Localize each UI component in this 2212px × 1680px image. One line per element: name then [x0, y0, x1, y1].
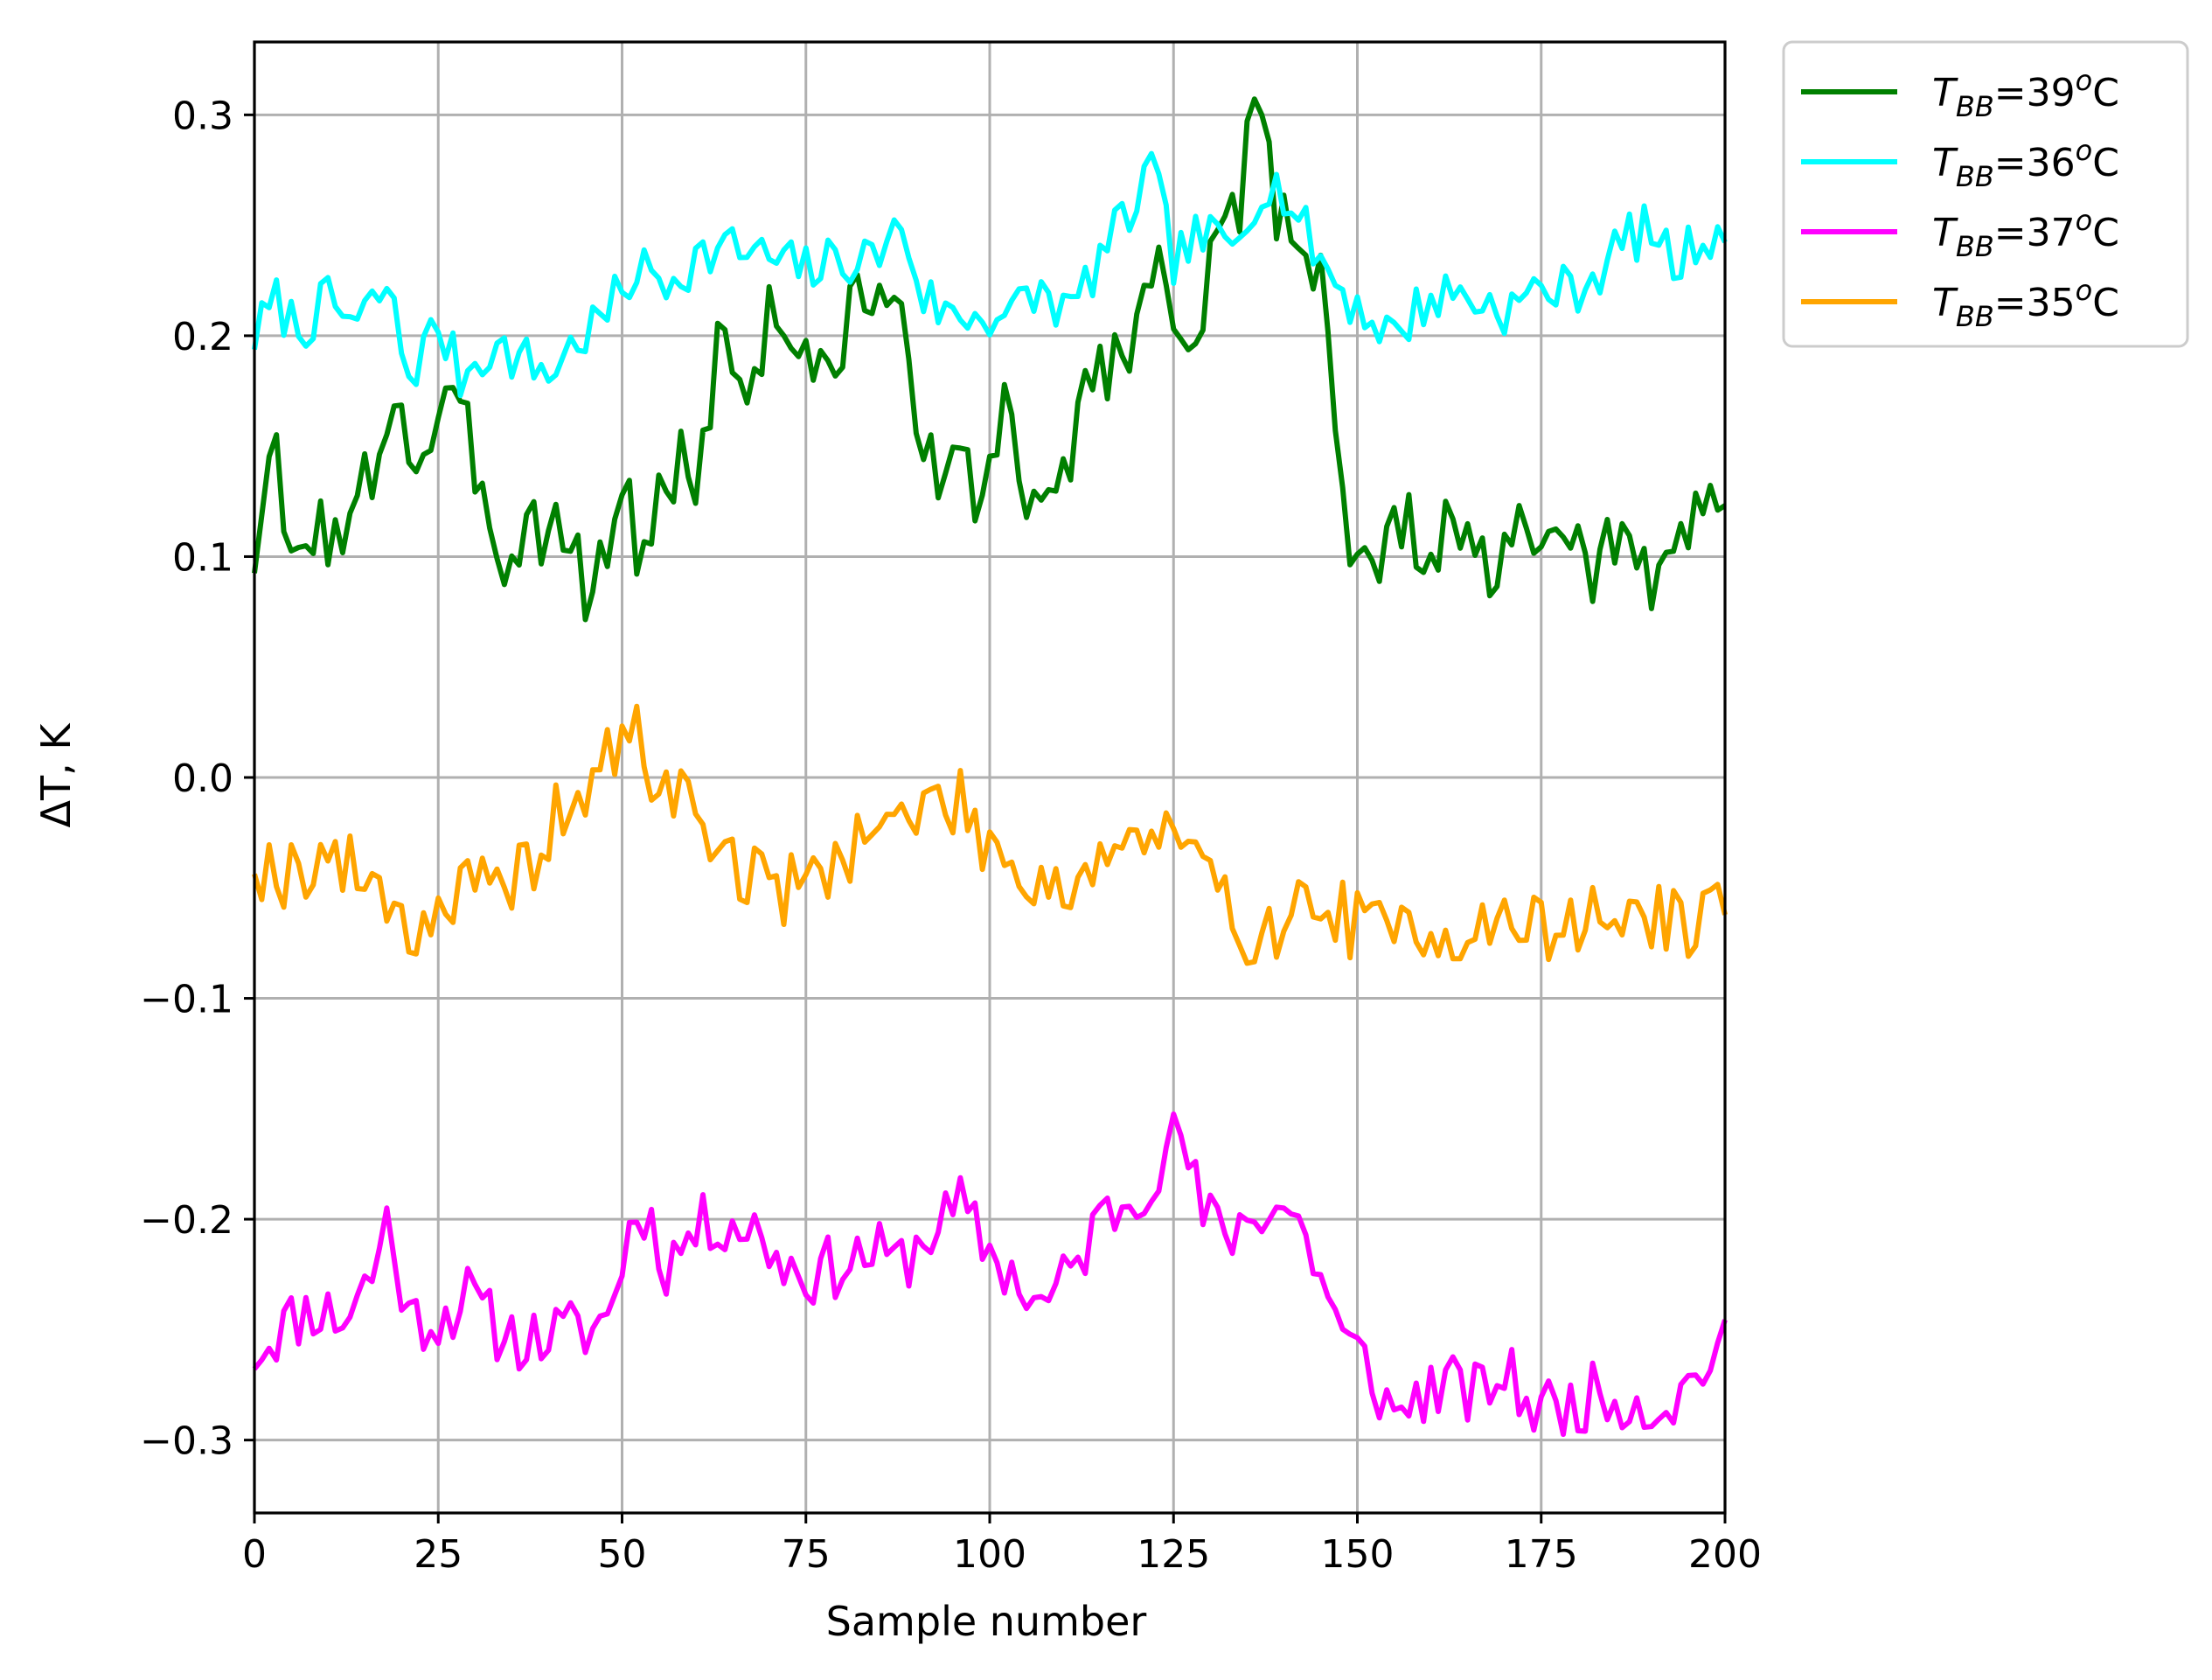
axis-ticks: 0 25 50 75 100 125 150 175 200 −0.3 −0.2 −0.1 0.0 0.1…: [140, 94, 1762, 1577]
y-axis-label: ΔT, K: [32, 722, 80, 828]
x-tick-label: 100: [953, 1532, 1026, 1577]
y-tick-label: 0.0: [172, 756, 233, 801]
legend-box: [1782, 40, 2189, 348]
legend-label-part: C: [2092, 141, 2119, 185]
x-tick-label: 75: [782, 1532, 831, 1577]
y-tick-label: 0.1: [172, 535, 233, 580]
y-tick-label: 0.2: [172, 315, 233, 359]
legend-label-part: BB: [1956, 230, 1994, 263]
y-tick-label: −0.1: [140, 978, 233, 1022]
legend-label-part: C: [2092, 71, 2119, 115]
legend-label-part: C: [2092, 281, 2119, 325]
y-tick-label: −0.2: [140, 1198, 233, 1243]
legend-label-part: C: [2092, 211, 2119, 255]
x-tick-label: 150: [1321, 1532, 1395, 1577]
legend-entry-label: TBB=36oC: [1932, 134, 2119, 193]
legend-entry-label: TBB=39oC: [1932, 64, 2119, 123]
legend-entry-label: TBB=35oC: [1932, 274, 2119, 333]
legend-label-part: T: [1932, 71, 1958, 115]
legend-label-part: T: [1932, 141, 1958, 185]
legend-label-part: BB: [1956, 90, 1994, 123]
legend-label-part: =39: [1994, 71, 2076, 115]
plot-series: [252, 96, 1728, 1438]
legend-label-part: o: [2076, 274, 2093, 307]
series-line-1: [252, 150, 1728, 399]
y-tick-label: 0.3: [172, 94, 233, 138]
x-tick-label: 50: [598, 1532, 647, 1577]
series-line-2: [252, 1111, 1728, 1438]
legend-label-part: BB: [1956, 160, 1994, 193]
legend-label-part: =37: [1994, 211, 2076, 255]
series-line-3: [252, 703, 1728, 966]
legend-entry-label: TBB=37oC: [1932, 204, 2119, 263]
legend-label-part: BB: [1956, 300, 1994, 333]
x-tick-label: 125: [1137, 1532, 1210, 1577]
x-axis-label: Sample number: [826, 1598, 1147, 1645]
legend-label-part: =36: [1994, 141, 2076, 185]
legend-label-part: T: [1932, 281, 1958, 325]
y-tick-label: −0.3: [140, 1419, 233, 1464]
x-tick-label: 200: [1688, 1532, 1762, 1577]
legend-label-part: o: [2076, 204, 2093, 237]
x-tick-label: 25: [414, 1532, 463, 1577]
x-tick-label: 0: [242, 1532, 267, 1577]
legend-label-part: o: [2076, 64, 2093, 97]
legend-label-part: T: [1932, 211, 1958, 255]
legend-label-part: =35: [1994, 281, 2076, 325]
x-tick-label: 175: [1505, 1532, 1578, 1577]
series-line-0: [252, 96, 1727, 623]
legend-label-part: o: [2076, 134, 2093, 167]
